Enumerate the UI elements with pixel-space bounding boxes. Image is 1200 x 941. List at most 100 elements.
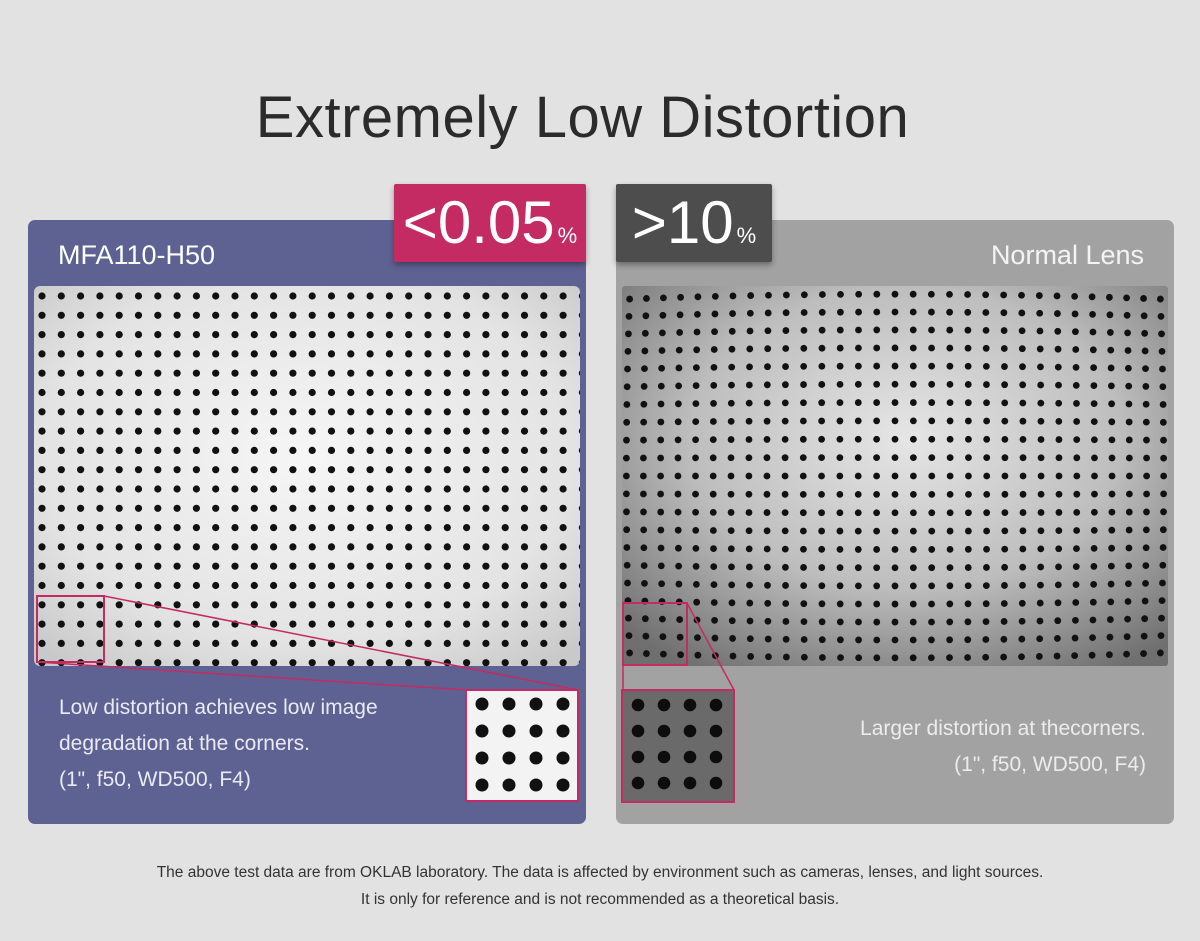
- grid-dot: [854, 454, 862, 462]
- grid-dot: [1054, 599, 1062, 607]
- grid-dot: [347, 524, 355, 532]
- grid-dot: [728, 617, 736, 625]
- grid-dot: [520, 524, 529, 532]
- grid-dot: [727, 509, 735, 516]
- grid-dot: [134, 601, 143, 609]
- grid-dot: [982, 362, 990, 370]
- grid-dot: [134, 311, 143, 319]
- grid-dot: [891, 654, 899, 662]
- grid-dot: [1019, 399, 1027, 407]
- grid-dot: [366, 504, 374, 512]
- grid-dot: [836, 380, 844, 388]
- grid-dot: [946, 472, 954, 480]
- grid-dot: [270, 350, 278, 358]
- mfa-distortion-value: <0.05: [402, 189, 555, 256]
- grid-dot: [327, 427, 336, 435]
- grid-dot: [657, 544, 665, 552]
- grid-dot: [854, 490, 862, 498]
- grid-dot: [692, 418, 700, 426]
- grid-dot: [327, 388, 336, 397]
- grid-dot: [765, 291, 772, 299]
- grid-dot: [836, 527, 844, 535]
- grid-dot: [1143, 490, 1150, 498]
- grid-dot: [657, 400, 665, 408]
- grid-dot: [1141, 615, 1149, 623]
- grid-dot: [520, 292, 529, 300]
- grid-dot: [640, 490, 647, 498]
- grid-dot: [641, 365, 648, 373]
- grid-dot: [818, 381, 826, 388]
- grid-dot: [366, 446, 374, 454]
- grid-dot: [764, 327, 772, 335]
- grid-dot: [559, 350, 567, 358]
- grid-dot: [660, 294, 667, 302]
- grid-dot: [946, 399, 954, 407]
- grid-dot: [482, 369, 490, 377]
- grid-dot: [405, 543, 413, 551]
- grid-dot: [250, 524, 258, 532]
- grid-dot: [1107, 346, 1115, 354]
- normal-lens-distortion-unit: %: [736, 223, 757, 248]
- grid-dot: [212, 659, 220, 666]
- grid-dot: [559, 369, 567, 377]
- grid-dot: [192, 311, 200, 319]
- grid-dot: [836, 490, 844, 498]
- grid-dot: [928, 564, 936, 572]
- grid-dot: [38, 466, 46, 474]
- grid-dot: [38, 620, 46, 628]
- grid-dot: [96, 581, 104, 590]
- grid-dot: [891, 564, 899, 572]
- grid-dot: [327, 369, 336, 377]
- grid-dot: [763, 381, 771, 389]
- grid-dot: [1140, 312, 1148, 320]
- grid-dot: [625, 632, 633, 639]
- grid-dot: [1019, 363, 1026, 371]
- grid-dot: [781, 417, 789, 425]
- grid-dot: [424, 562, 432, 570]
- grid-dot: [1055, 527, 1063, 535]
- grid-dot: [873, 454, 881, 462]
- grid-dot: [983, 435, 991, 443]
- grid-dot: [836, 454, 844, 462]
- grid-dot: [424, 620, 432, 628]
- grid-dot: [192, 620, 200, 628]
- grid-dot: [1037, 399, 1045, 407]
- grid-dot: [77, 427, 85, 435]
- grid-dot: [385, 292, 393, 300]
- normal-lens-distortion-value: >10: [631, 189, 734, 256]
- grid-dot: [115, 292, 123, 300]
- grid-dot: [405, 388, 413, 397]
- grid-dot: [463, 562, 471, 570]
- grid-dot: [964, 654, 971, 661]
- grid-dot: [891, 546, 899, 553]
- grid-dot: [115, 601, 123, 609]
- grid-dot: [909, 564, 917, 572]
- grid-dot: [77, 601, 85, 609]
- grid-dot: [983, 399, 990, 407]
- grid-dot: [250, 369, 258, 377]
- grid-dot: [1071, 310, 1079, 318]
- grid-dot: [173, 504, 181, 512]
- grid-dot: [855, 654, 863, 662]
- grid-dot: [641, 597, 649, 605]
- grid-dot: [559, 311, 567, 319]
- grid-dot: [928, 380, 936, 388]
- grid-dot: [154, 601, 162, 609]
- grid-dot: [1142, 383, 1150, 390]
- grid-dot: [424, 601, 432, 609]
- grid-dot: [250, 388, 258, 397]
- grid-dot: [1123, 294, 1130, 302]
- grid-dot: [578, 389, 580, 396]
- grid-dot: [855, 308, 862, 316]
- grid-dot: [873, 326, 881, 334]
- grid-dot: [909, 326, 917, 334]
- grid-dot: [1054, 581, 1062, 589]
- grid-dot: [115, 369, 123, 377]
- grid-dot: [800, 636, 808, 643]
- grid-dot: [1089, 310, 1096, 318]
- mfa-caption-line-2: degradation at the corners.: [59, 732, 310, 755]
- grid-dot: [1072, 363, 1080, 371]
- grid-dot: [658, 598, 666, 605]
- grid-dot: [347, 504, 355, 512]
- grid-dot: [77, 485, 85, 493]
